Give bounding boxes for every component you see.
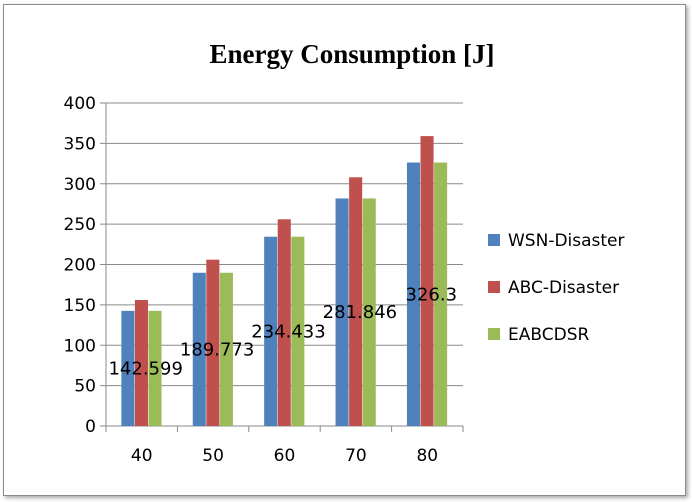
bar-abc-disaster [349, 177, 363, 426]
data-label: 326.3 [406, 284, 458, 305]
y-tick-label: 0 [85, 417, 96, 437]
chart-title: Energy Consumption [J] [209, 39, 494, 69]
data-label: 281.846 [323, 302, 397, 323]
y-tick-label: 200 [64, 256, 96, 276]
legend-label: ABC-Disaster [508, 278, 619, 298]
legend-swatch [488, 281, 500, 293]
x-tick-label: 50 [202, 446, 224, 466]
legend-label: EABCDSR [508, 325, 589, 345]
y-tick-label: 100 [64, 336, 96, 356]
legend: WSN-Disaster ABC-Disaster EABCDSR [488, 231, 625, 345]
x-tick-label: 70 [345, 446, 367, 466]
data-label: 189.773 [180, 339, 254, 360]
bar-wsn-disaster [192, 272, 206, 426]
data-label: 142.599 [108, 358, 182, 379]
bar-abc-disaster [277, 219, 291, 426]
bar-eabcdsr [362, 198, 376, 426]
legend-swatch [488, 234, 500, 246]
bar-eabcdsr [291, 236, 305, 426]
bar-eabcdsr [219, 272, 233, 426]
bar-eabcdsr [148, 310, 162, 426]
x-tick-label: 40 [131, 446, 153, 466]
bar-eabcdsr [434, 162, 448, 426]
bar-abc-disaster [206, 259, 220, 426]
chart-frame: Energy Consumption [J] 0 50 100 150 200 250 30… [3, 4, 686, 496]
bar-abc-disaster [420, 136, 434, 427]
bar-wsn-disaster [335, 198, 349, 426]
y-tick-label: 350 [64, 134, 96, 154]
data-label: 234.433 [251, 321, 325, 342]
bar-wsn-disaster [406, 162, 421, 426]
x-tick-label: 60 [274, 446, 296, 466]
y-tick-label: 400 [64, 94, 96, 114]
legend-swatch [488, 328, 500, 340]
y-tick-label: 150 [64, 296, 96, 316]
x-tick-label: 80 [416, 446, 438, 466]
bar-wsn-disaster [264, 236, 278, 426]
bars [121, 136, 448, 427]
y-tick-label: 300 [64, 175, 96, 195]
legend-label: WSN-Disaster [508, 231, 625, 251]
y-tick-label: 250 [64, 215, 96, 235]
bar-abc-disaster [134, 300, 148, 426]
axes: 0 50 100 150 200 250 300 350 400 40 50 60 70 80 [64, 94, 464, 466]
chart-canvas: Energy Consumption [J] 0 50 100 150 200 250 30… [64, 39, 625, 466]
y-tick-label: 50 [74, 377, 96, 397]
bar-wsn-disaster [121, 310, 135, 426]
